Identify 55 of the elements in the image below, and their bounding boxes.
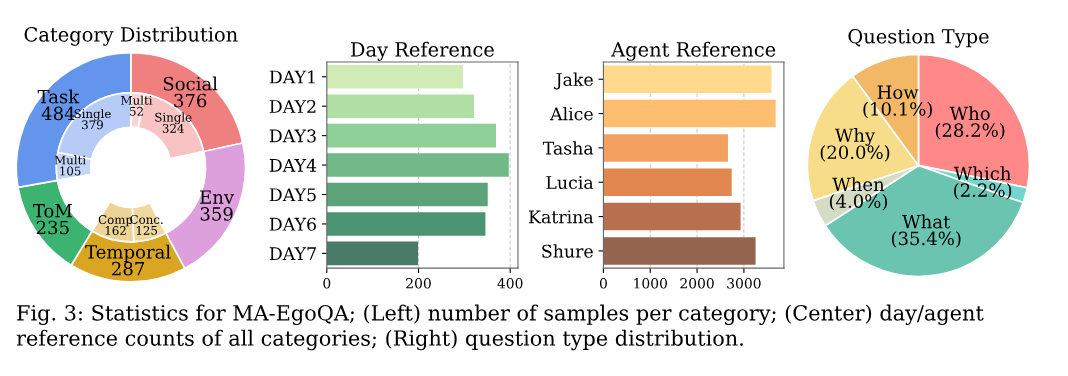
chart-title: Category Distribution [24,26,238,46]
y-tick-label: Tasha [542,141,594,155]
bar [603,99,776,128]
x-tick-label: 3000 [727,278,761,289]
y-tick-label: DAY3 [269,129,316,143]
y-tick-label: DAY5 [269,188,316,202]
data-label: (20.0%) [820,145,890,162]
data-label: ToM 235 [32,204,72,235]
y-tick-label: Alice [549,106,593,121]
data-label: (4.0%) [829,193,887,211]
x-tick-label: 400 [497,278,523,289]
data-label: Env 359 [200,190,235,221]
bar [326,212,486,236]
bar [326,123,496,148]
slice-label: Why [834,128,876,146]
y-tick-label: Lucia [546,176,594,190]
data-label: Temporal 287 [85,244,171,276]
bar [326,153,509,177]
data-label: Multi 52 [121,95,153,116]
x-tick-label: 1000 [634,278,667,289]
bar [603,65,772,93]
caption: Fig. 3: Statistics for MA-EgoQA; (Left) number of samples per category; (Center) day/agent reference counts of all categories; (Right) question type distribution. [16,304,984,351]
data-label: (35.4%) [891,231,961,248]
y-tick-label: DAY7 [269,247,316,260]
data-label: (28.2%) [935,123,1005,140]
chart-title: Day Reference [351,41,494,61]
x-tick-label: 0 [599,278,607,289]
y-tick-label: DAY2 [269,99,316,113]
data-label: Social 376 [163,76,218,108]
bar [603,202,741,231]
x-tick-label: 200 [406,278,431,289]
slice-label: When [832,177,885,192]
y-tick-label: Shure [542,244,593,258]
y-tick-label: DAY6 [269,217,316,231]
bar [603,237,756,265]
slice-label: What [902,214,951,229]
data-label: Multi 105 [54,155,86,176]
bar [326,94,474,118]
slice-label: Who [949,106,990,121]
bar [603,168,732,196]
bar [326,182,488,207]
y-tick-label: Katrina [528,210,594,224]
x-tick-label: 2000 [680,278,714,289]
chart-title: Question Type [848,28,989,48]
bar [326,64,463,89]
bar [603,134,728,162]
bar [326,241,419,266]
data-label: Single 324 [155,112,192,133]
y-tick-label: Jake [554,72,593,90]
y-tick-label: DAY4 [269,158,317,172]
data-label: Single 379 [74,108,111,130]
chart-title: Agent Reference [611,41,776,61]
y-tick-label: DAY1 [269,70,315,84]
x-tick-label: 0 [323,278,331,289]
slice-label: Which [953,166,1011,181]
